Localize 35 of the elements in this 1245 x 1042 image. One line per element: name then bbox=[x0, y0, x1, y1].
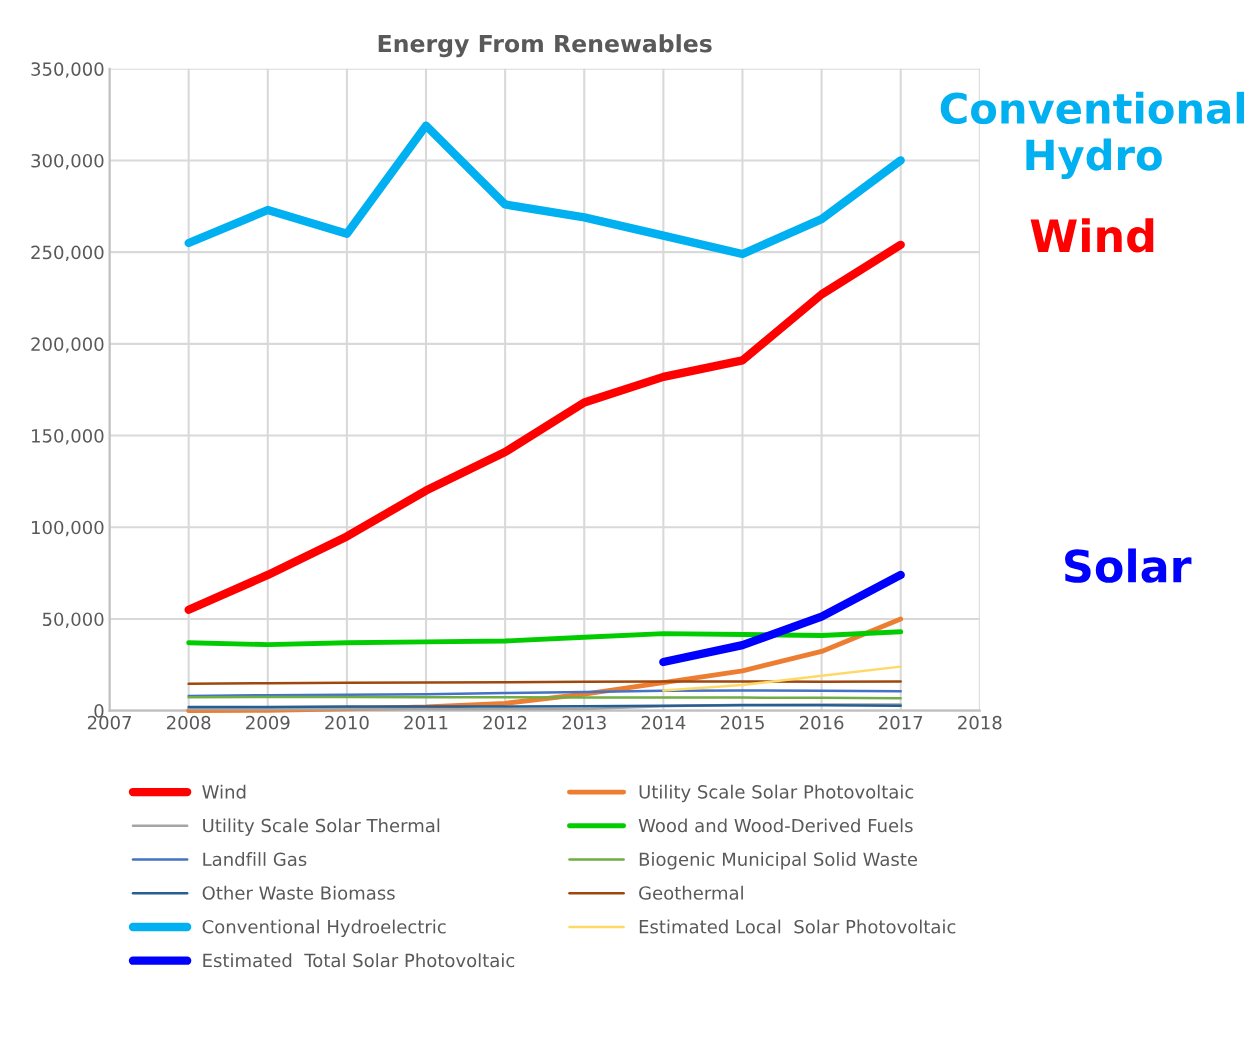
y-tick-label: 250,000 bbox=[31, 245, 104, 262]
y-tick-label: 200,000 bbox=[31, 337, 104, 353]
x-tick-label: 2010 bbox=[325, 715, 369, 730]
legend-label: Utility Scale Solar Thermal bbox=[203, 818, 440, 836]
x-tick-label: 2011 bbox=[404, 715, 448, 730]
line-series bbox=[186, 629, 904, 648]
x-tick-label: 2015 bbox=[720, 715, 764, 730]
x-tick-label: 2016 bbox=[799, 715, 844, 730]
legend-label: Landfill Gas bbox=[203, 852, 307, 867]
x-tick-label: 2014 bbox=[641, 715, 686, 730]
text: Solar bbox=[1065, 548, 1192, 583]
legend-label: Wood and Wood-Derived Fuels bbox=[638, 818, 913, 833]
x-tick-label: 2012 bbox=[483, 715, 527, 730]
x-tick-label: 2017 bbox=[879, 715, 923, 730]
legend-label: Estimated Local Solar Photovoltaic bbox=[639, 919, 956, 934]
x-tick-label: 2018 bbox=[958, 715, 1002, 730]
x-tick-label: 2013 bbox=[562, 715, 606, 730]
legend-label: Other Waste Biomass bbox=[202, 885, 395, 900]
x-tick-label: 2009 bbox=[246, 715, 290, 730]
y-tick-label: 300,000 bbox=[31, 153, 104, 170]
legend-label: Utility Scale Solar Photovoltaic bbox=[639, 784, 914, 803]
y-tick-label: 150,000 bbox=[32, 429, 104, 445]
annotation: Conventional Hydro bbox=[940, 91, 1245, 180]
legend-label: Wind bbox=[202, 784, 246, 799]
x-tick-label: 2008 bbox=[167, 715, 211, 730]
line-series bbox=[662, 665, 902, 692]
legend-label: Estimated Total Solar Photovoltaic bbox=[203, 953, 515, 968]
text: Wind bbox=[1030, 218, 1154, 253]
legend-label: Biogenic Municipal Solid Waste bbox=[639, 852, 918, 870]
legend-label: Geothermal bbox=[639, 885, 743, 900]
y-tick-label: 100,000 bbox=[32, 520, 104, 537]
legend-label: Conventional Hydroelectric bbox=[202, 919, 446, 938]
chart-title: Energy From Renewables bbox=[378, 34, 712, 58]
y-tick-label: 350,000 bbox=[31, 62, 104, 78]
y-tick-label: 50,000 bbox=[42, 612, 104, 628]
